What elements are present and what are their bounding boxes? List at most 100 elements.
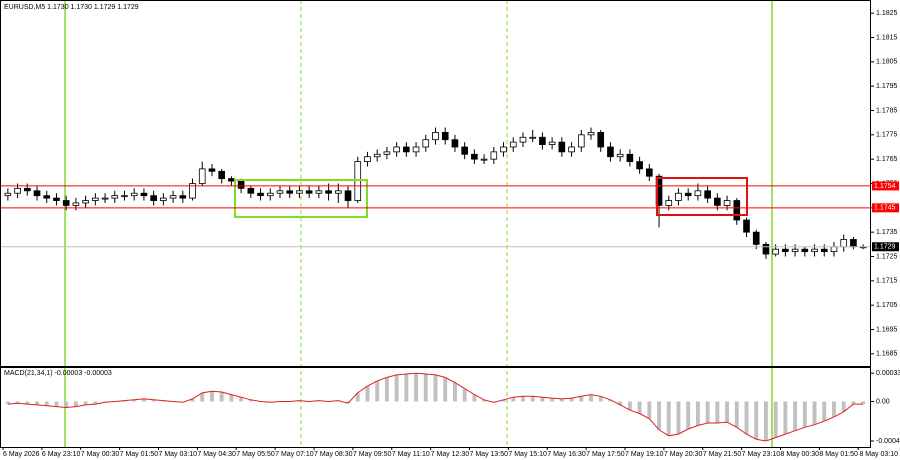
candle-body xyxy=(422,139,430,148)
candle-body xyxy=(840,239,848,248)
level-tag xyxy=(872,203,899,213)
candle-body xyxy=(597,131,605,148)
histogram-bar xyxy=(550,398,555,402)
candle-body xyxy=(140,192,148,197)
x-tick-label: 7 May 20:30 xyxy=(664,451,703,458)
histogram-bar xyxy=(346,401,350,404)
histogram-bar xyxy=(559,398,564,402)
candle-body xyxy=(92,197,99,201)
candle-body xyxy=(432,131,439,141)
candle-body xyxy=(33,190,41,197)
candle-body xyxy=(364,156,371,163)
x-tick-label: 7 May 15:10 xyxy=(508,451,547,458)
candle-body xyxy=(305,190,313,194)
histogram-bar xyxy=(394,374,399,402)
candle-body xyxy=(509,141,517,148)
histogram-bar xyxy=(618,401,623,405)
candle-body xyxy=(519,136,527,143)
candle-body xyxy=(257,192,264,197)
candle-body xyxy=(23,187,31,192)
x-tick-label: 7 May 11:10 xyxy=(392,451,430,458)
histogram-bar xyxy=(754,401,759,440)
candle-body xyxy=(179,195,187,199)
candle-body xyxy=(665,200,673,206)
histogram-bar xyxy=(637,401,642,414)
candle-body xyxy=(373,153,381,158)
candle-body xyxy=(646,168,653,177)
histogram-bar xyxy=(151,399,156,402)
candle-body xyxy=(247,187,255,194)
candle-body xyxy=(616,153,624,158)
candle-body xyxy=(111,195,119,199)
candle-body xyxy=(101,197,109,200)
y-tick-label: 1.1795 xyxy=(876,83,898,90)
candle-body xyxy=(169,195,177,199)
histogram-bar xyxy=(472,394,477,402)
candle-body xyxy=(772,248,779,255)
histogram-bar xyxy=(841,401,846,412)
x-tick-label: 7 May 05:50 xyxy=(236,451,275,458)
histogram-bar xyxy=(239,397,244,402)
y-tick-label: 1.1685 xyxy=(876,351,898,358)
x-tick-label: 7 May 00:30 xyxy=(81,451,120,458)
histogram-bar xyxy=(452,382,457,402)
candle-body xyxy=(412,146,420,153)
candle-body xyxy=(121,195,128,198)
candle-body xyxy=(723,200,731,206)
histogram-bar xyxy=(423,374,428,402)
price-label: 1.1729 xyxy=(874,244,896,251)
candle-body xyxy=(471,153,478,160)
indicator-title: MACD(21,34,1) -0.00003 -0.00003 xyxy=(4,370,112,377)
candle-body xyxy=(762,243,770,255)
histogram-bar xyxy=(598,396,603,402)
candle-body xyxy=(461,146,468,155)
level-tag xyxy=(872,181,899,191)
histogram-bar xyxy=(404,374,409,402)
candle-body xyxy=(451,139,459,148)
histogram-bar xyxy=(744,401,749,435)
histogram-bar xyxy=(695,401,700,426)
candle-body xyxy=(82,200,89,204)
histogram-bar xyxy=(589,394,593,402)
x-tick-label: 7 May 12:30 xyxy=(431,451,470,458)
histogram-bar xyxy=(822,401,827,422)
histogram-bar xyxy=(25,401,30,405)
candle-body xyxy=(393,146,400,153)
histogram-bar xyxy=(200,392,205,402)
candle-body xyxy=(198,168,206,184)
candle-body xyxy=(189,183,196,199)
candle-body xyxy=(743,219,750,233)
histogram-bar xyxy=(686,401,691,429)
plot xyxy=(4,127,867,442)
candle-body xyxy=(577,134,585,148)
histogram-bar xyxy=(132,399,137,402)
candle-body xyxy=(684,192,692,197)
x-tick-label: 7 May 16:30 xyxy=(547,451,586,458)
histogram-bar xyxy=(579,396,584,402)
histogram-bar xyxy=(511,397,516,402)
candle-body xyxy=(62,200,70,206)
x-tick-label: 7 May 13:50 xyxy=(470,451,509,458)
candle-body xyxy=(675,192,682,201)
histogram-bar xyxy=(705,401,710,423)
y-tick-label: 1.1735 xyxy=(876,229,898,236)
x-tick-label: 7 May 04:30 xyxy=(197,451,236,458)
histogram-bar xyxy=(793,401,798,431)
histogram-bar xyxy=(54,401,59,407)
y-tick-label: 0.00 xyxy=(876,398,890,405)
candle-body xyxy=(626,153,634,163)
histogram-bar xyxy=(802,401,807,428)
histogram-bar xyxy=(521,396,525,402)
candle-body xyxy=(130,192,138,197)
x-tick-label: 8 May 03:10 xyxy=(859,451,898,458)
candle-body xyxy=(325,190,332,194)
candle-body xyxy=(150,195,157,201)
histogram-bar xyxy=(501,399,506,402)
candle-body xyxy=(266,192,274,197)
histogram-bar xyxy=(190,398,195,402)
y-tick-label: 1.1705 xyxy=(876,302,898,309)
candle-body xyxy=(568,146,575,153)
candle-body xyxy=(315,190,323,194)
y-tick-label: 1.1775 xyxy=(876,132,898,139)
